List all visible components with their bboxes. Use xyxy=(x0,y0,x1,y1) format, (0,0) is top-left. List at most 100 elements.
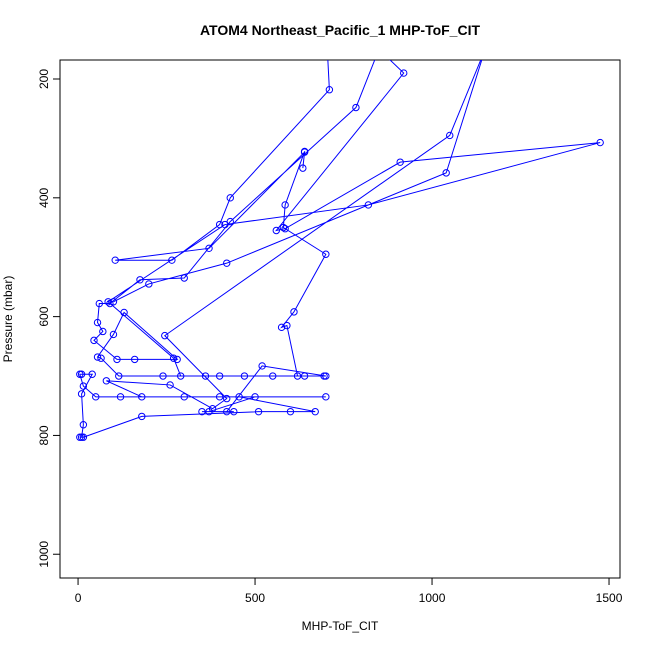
data-point xyxy=(235,393,243,401)
data-point xyxy=(93,318,102,327)
data-point xyxy=(111,256,119,264)
plot-frame xyxy=(59,59,621,579)
data-point xyxy=(269,372,277,380)
data-point xyxy=(251,393,259,401)
data-point xyxy=(300,147,309,156)
data-point xyxy=(166,381,174,389)
data-point xyxy=(79,433,88,441)
data-point xyxy=(376,46,382,52)
data-point xyxy=(258,362,266,370)
data-point xyxy=(88,370,96,378)
data-point xyxy=(300,372,309,380)
plot-area xyxy=(76,46,604,441)
data-point xyxy=(116,393,125,401)
data-point xyxy=(77,370,86,378)
data-point xyxy=(311,407,319,416)
data-point xyxy=(215,393,224,401)
data-point xyxy=(120,308,128,317)
y-tick-label: 1000 xyxy=(37,541,51,568)
data-point xyxy=(95,299,103,308)
data-point xyxy=(180,274,188,282)
data-point xyxy=(272,226,280,235)
data-point xyxy=(159,372,167,380)
data-point xyxy=(130,355,139,364)
data-point xyxy=(77,390,86,398)
x-tick-label: 0 xyxy=(75,591,82,605)
data-point xyxy=(92,393,100,401)
data-point xyxy=(283,321,291,330)
data-point xyxy=(442,169,450,177)
x-tick-label: 500 xyxy=(245,591,265,605)
data-point xyxy=(215,220,224,229)
data-point xyxy=(290,308,298,316)
data-point xyxy=(205,244,213,253)
data-point xyxy=(198,407,206,416)
data-point xyxy=(106,299,114,308)
data-point xyxy=(99,327,107,336)
data-point xyxy=(286,407,295,416)
data-point xyxy=(90,336,98,345)
chart-title: ATOM4 Northeast_Pacific_1 MHP-ToF_CIT xyxy=(200,22,481,38)
data-point xyxy=(79,421,88,429)
x-axis-label: MHP-ToF_CIT xyxy=(302,619,379,633)
data-point xyxy=(324,52,330,58)
data-point xyxy=(145,280,153,288)
data-point xyxy=(79,382,88,390)
data-point xyxy=(322,393,330,401)
data-point xyxy=(396,158,404,166)
data-point xyxy=(136,276,144,284)
data-point xyxy=(102,377,111,385)
y-tick-label: 400 xyxy=(37,187,51,207)
data-point xyxy=(104,298,112,306)
data-point xyxy=(138,393,146,401)
data-point xyxy=(109,298,118,306)
data-point xyxy=(279,223,288,232)
data-point xyxy=(226,217,234,226)
data-point xyxy=(254,407,263,416)
data-point xyxy=(169,354,178,362)
data-point xyxy=(322,372,330,380)
data-point xyxy=(223,394,231,403)
data-point xyxy=(230,407,238,416)
data-point xyxy=(281,225,289,233)
data-point xyxy=(76,433,84,441)
data-point xyxy=(226,194,234,202)
data-point xyxy=(223,407,231,416)
data-point xyxy=(352,103,360,112)
data-point xyxy=(293,372,302,380)
data-point xyxy=(161,331,169,340)
data-point xyxy=(113,355,121,364)
data-point xyxy=(109,330,118,339)
data-point xyxy=(482,46,488,52)
data-point xyxy=(93,353,102,361)
data-point xyxy=(138,412,146,421)
data-point xyxy=(364,201,373,209)
data-point xyxy=(173,355,181,364)
data-point xyxy=(277,323,286,332)
y-tick-label: 600 xyxy=(37,306,51,326)
y-tick-label: 200 xyxy=(37,69,51,89)
data-point xyxy=(177,372,185,380)
data-point xyxy=(168,256,176,264)
data-point xyxy=(400,69,408,77)
y-tick-label: 800 xyxy=(37,425,51,445)
data-point xyxy=(208,404,217,413)
data-point xyxy=(596,138,604,147)
data-point xyxy=(322,250,330,258)
data-point xyxy=(97,354,105,362)
data-line xyxy=(79,60,601,438)
data-point xyxy=(115,372,123,380)
data-point xyxy=(325,86,334,94)
data-point xyxy=(299,164,307,172)
data-point xyxy=(240,372,249,380)
data-point xyxy=(180,393,188,401)
x-tick-label: 1000 xyxy=(419,591,446,605)
data-point xyxy=(223,259,231,267)
data-point xyxy=(281,201,289,209)
data-point xyxy=(215,372,224,380)
data-point xyxy=(446,131,454,140)
data-point xyxy=(201,372,210,380)
y-axis-label: Pressure (mbar) xyxy=(1,276,15,363)
x-tick-label: 1500 xyxy=(596,591,623,605)
